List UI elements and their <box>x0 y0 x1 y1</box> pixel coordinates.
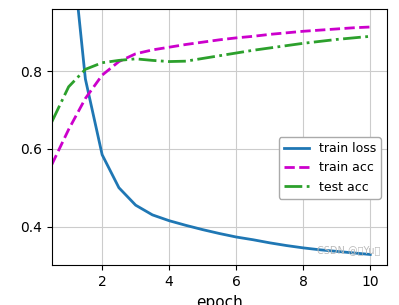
train loss <box>267 241 272 245</box>
train loss <box>167 219 172 223</box>
test acc <box>251 48 255 52</box>
train acc <box>351 26 356 30</box>
train loss <box>117 186 121 189</box>
train acc <box>117 60 121 63</box>
train acc <box>167 45 172 49</box>
test acc <box>267 46 272 50</box>
Text: CSDN @是Yu欤: CSDN @是Yu欤 <box>317 245 380 255</box>
test acc <box>49 120 54 124</box>
train acc <box>267 33 272 36</box>
train acc <box>200 40 205 44</box>
train loss <box>133 203 138 207</box>
train loss <box>334 249 339 253</box>
train loss <box>251 238 255 242</box>
train loss <box>217 232 222 235</box>
test acc <box>217 54 222 58</box>
train acc <box>234 36 239 40</box>
train acc <box>301 30 306 33</box>
train acc <box>83 97 88 100</box>
test acc <box>117 59 121 62</box>
test acc <box>301 41 306 45</box>
test acc <box>66 85 71 89</box>
test acc <box>150 59 155 62</box>
test acc <box>83 67 88 71</box>
train acc <box>318 28 322 32</box>
Line: train acc: train acc <box>52 27 370 164</box>
train acc <box>251 34 255 38</box>
train acc <box>150 48 155 52</box>
train loss <box>301 246 306 250</box>
train loss <box>234 235 239 239</box>
Legend: train loss, train acc, test acc: train loss, train acc, test acc <box>279 137 381 199</box>
train loss <box>150 213 155 217</box>
train acc <box>284 31 289 35</box>
train loss <box>100 153 105 156</box>
test acc <box>133 57 138 61</box>
train loss <box>200 228 205 231</box>
test acc <box>184 59 188 63</box>
test acc <box>200 57 205 60</box>
train acc <box>217 38 222 42</box>
test acc <box>284 44 289 48</box>
Line: test acc: test acc <box>52 36 370 122</box>
train loss <box>351 251 356 255</box>
train acc <box>334 27 339 31</box>
train acc <box>66 128 71 131</box>
train acc <box>184 43 188 46</box>
train acc <box>133 52 138 56</box>
train loss <box>318 248 322 252</box>
test acc <box>100 61 105 65</box>
test acc <box>368 34 373 38</box>
train loss <box>368 253 373 256</box>
X-axis label: epoch: epoch <box>196 295 243 305</box>
train loss <box>284 244 289 247</box>
train loss <box>184 224 188 227</box>
test acc <box>334 38 339 41</box>
test acc <box>234 51 239 55</box>
test acc <box>351 36 356 40</box>
train loss <box>83 77 88 81</box>
train acc <box>49 163 54 166</box>
train acc <box>100 73 105 77</box>
train acc <box>368 25 373 29</box>
test acc <box>167 60 172 63</box>
Line: train loss: train loss <box>52 0 370 254</box>
test acc <box>318 40 322 43</box>
